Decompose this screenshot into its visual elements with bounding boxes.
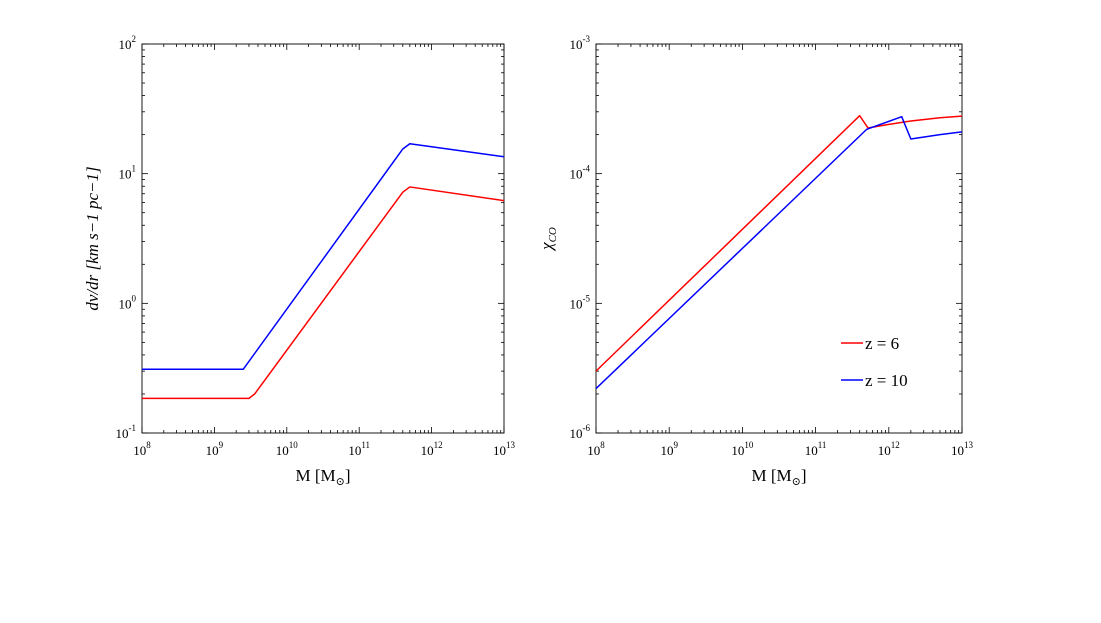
x-tick-label: 108 bbox=[587, 440, 605, 458]
x-tick-label: 1011 bbox=[805, 440, 827, 458]
x-tick-label: 1012 bbox=[878, 440, 900, 458]
y-tick-label: 101 bbox=[119, 164, 137, 182]
x-tick-label: 108 bbox=[133, 440, 151, 458]
series-line-red bbox=[142, 186, 504, 400]
y-tick-label: 100 bbox=[119, 293, 137, 311]
x-tick-label: 109 bbox=[660, 440, 678, 458]
series-line-z-10 bbox=[596, 115, 962, 390]
x-tick-label: 1010 bbox=[276, 440, 299, 458]
x-tick-label: 1011 bbox=[348, 440, 370, 458]
legend-label: z = 6 bbox=[865, 334, 899, 353]
x-axis-label: M [M⊙] bbox=[295, 466, 350, 488]
x-axis-label: M [M⊙] bbox=[751, 466, 806, 488]
y-tick-label: 10-3 bbox=[570, 34, 591, 52]
right-panel-xco: 108 109 1010 1011 1012 1013 10-6 10-5 10-4 10-3 M … bbox=[537, 34, 974, 488]
y-tick-label: 10-6 bbox=[570, 423, 591, 441]
legend-label: z = 10 bbox=[865, 371, 908, 390]
y-axis-label: dv/dr [km s−1 pc−1] bbox=[83, 166, 102, 310]
x-tick-label: 1010 bbox=[731, 440, 754, 458]
x-tick-label: 1013 bbox=[493, 440, 516, 458]
y-axis-label: χCO bbox=[537, 227, 559, 252]
y-tick-label: 102 bbox=[119, 34, 137, 52]
y-tick-label: 10-4 bbox=[570, 164, 591, 182]
plot-frame bbox=[141, 43, 505, 434]
plot-frame bbox=[595, 43, 963, 434]
series-line-z-6 bbox=[596, 114, 962, 372]
y-tick-label: 10-5 bbox=[570, 293, 591, 311]
left-panel-dvdr: 108 109 1010 1011 1012 1013 10-1 100 101 102 M [M⊙… bbox=[83, 34, 516, 488]
series-line-blue bbox=[142, 143, 504, 371]
y-tick-label: 10-1 bbox=[116, 423, 137, 441]
x-tick-label: 109 bbox=[206, 440, 224, 458]
x-tick-label: 1012 bbox=[421, 440, 443, 458]
x-tick-label: 1013 bbox=[951, 440, 974, 458]
